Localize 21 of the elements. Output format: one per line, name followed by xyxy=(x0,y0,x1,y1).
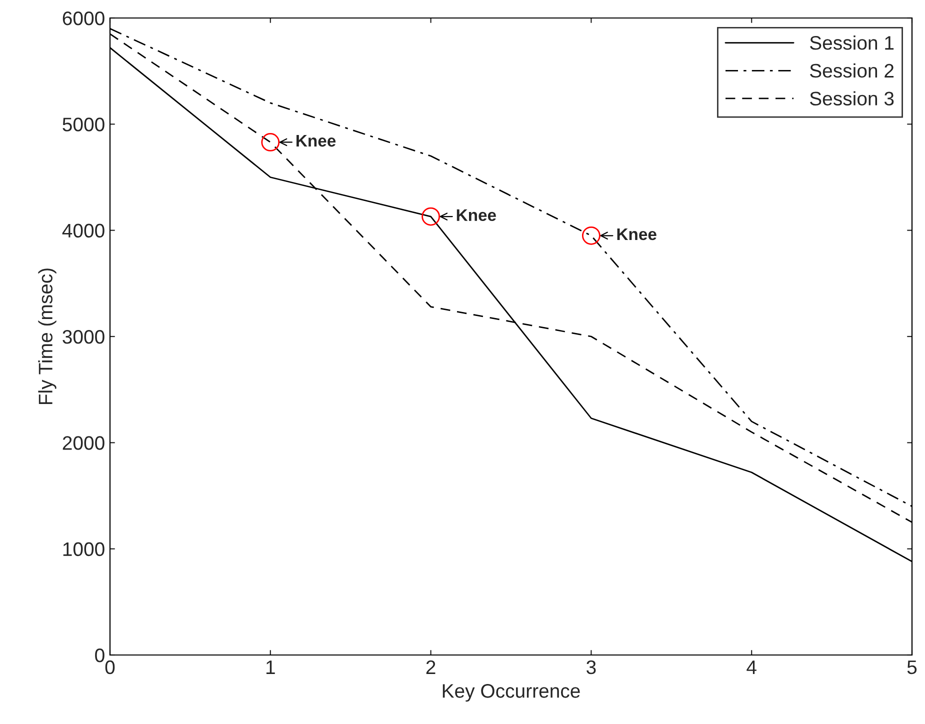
x-tick-label: 0 xyxy=(105,660,115,674)
y-tick-label: 2000 xyxy=(62,436,104,450)
legend-label: Session 1 xyxy=(810,36,894,50)
y-tick-label: 6000 xyxy=(62,11,104,26)
y-tick-label: 5000 xyxy=(62,118,104,132)
annotation: Knee xyxy=(456,209,496,222)
annotation: Knee xyxy=(296,135,336,147)
y-tick-label: 1000 xyxy=(63,542,104,556)
x-tick-label: 2 xyxy=(426,660,436,674)
x-tick-label: 5 xyxy=(907,660,917,674)
annotation: Knee xyxy=(617,228,656,240)
y-tick-label: 3000 xyxy=(62,330,104,344)
legend-label: Session 3 xyxy=(810,91,894,106)
legend-label: Session 2 xyxy=(810,63,894,78)
y-tick-label: 0 xyxy=(95,648,104,662)
x-tick-label: 1 xyxy=(266,660,275,674)
x-tick-label: 4 xyxy=(746,660,756,674)
x-axis-title: Key Occurrence xyxy=(442,684,580,702)
y-tick-label: 4000 xyxy=(62,224,104,238)
y-axis-title: Fly Time (msec) xyxy=(38,268,56,404)
x-tick-label: 3 xyxy=(586,660,596,674)
